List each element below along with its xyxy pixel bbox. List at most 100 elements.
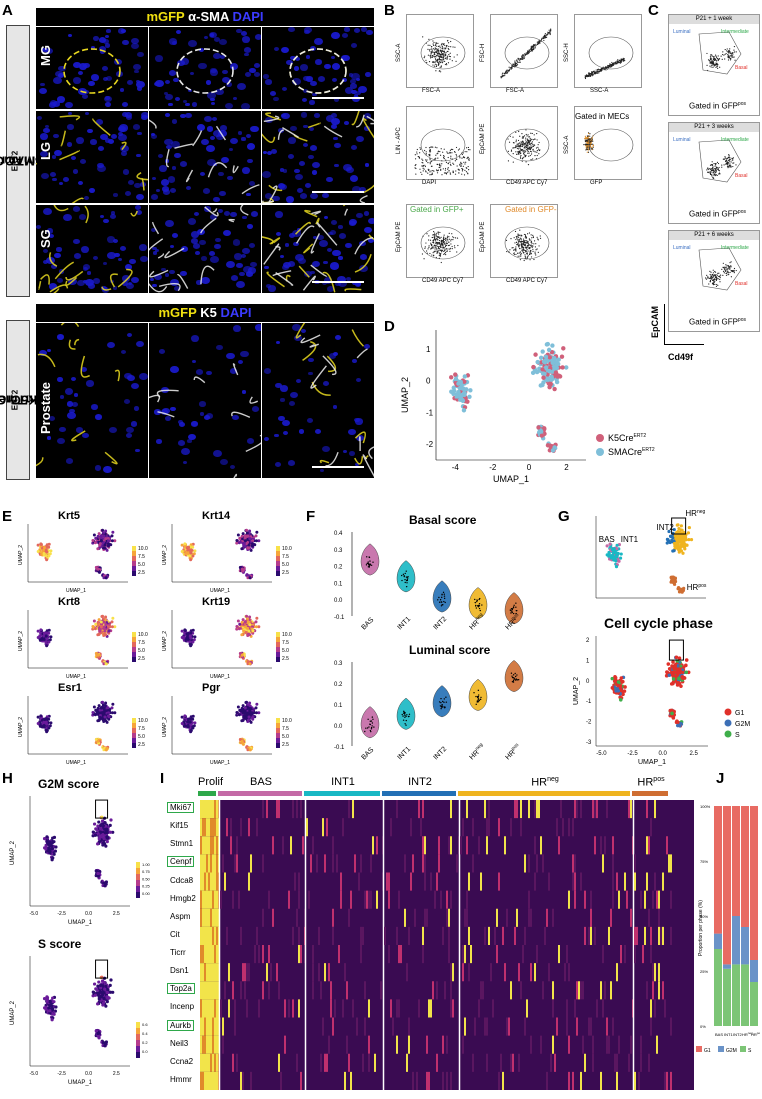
facs-dot — [451, 60, 453, 62]
facs-dot — [439, 164, 441, 167]
facs-dot — [440, 60, 442, 62]
nucleus-dot — [273, 96, 280, 102]
colorbar-label: 2.5 — [138, 656, 145, 662]
nucleus-dot — [54, 252, 62, 258]
facs-dot — [414, 167, 416, 169]
facs-dot — [435, 70, 437, 72]
nucleus-dot — [81, 94, 89, 100]
facs-dot — [455, 146, 458, 149]
facs-x-label: GFP — [590, 180, 603, 186]
facs-dot — [443, 43, 445, 45]
facs-dot — [524, 235, 527, 237]
facs-dot — [434, 49, 436, 51]
facs-dot — [439, 150, 441, 153]
umap-point — [539, 429, 544, 434]
facs-dot — [592, 146, 594, 148]
facs-dot — [517, 235, 519, 238]
row-label-lg: LG — [38, 141, 53, 160]
facs-dot — [435, 169, 438, 171]
nucleus-dot — [121, 275, 131, 283]
facs-dot — [713, 163, 715, 165]
feature-point — [104, 748, 108, 752]
nucleus-dot — [209, 213, 218, 220]
marker-signal — [204, 206, 219, 217]
facs-dot — [545, 36, 548, 38]
facs-dot — [447, 239, 449, 241]
facs-dot — [527, 142, 529, 144]
gfp-signal — [351, 111, 360, 126]
facs-dot — [430, 170, 432, 172]
nucleus-dot — [330, 220, 337, 226]
nucleus-dot — [309, 45, 316, 51]
facs-dot — [713, 57, 715, 60]
facs-dot — [429, 159, 431, 161]
facs-dot — [448, 170, 450, 172]
umap-point — [548, 444, 554, 450]
marker-signal — [207, 162, 228, 178]
nucleus-dot — [135, 80, 145, 88]
nucleus-dot — [224, 211, 231, 216]
feature-point — [96, 567, 100, 571]
nucleus-dot — [279, 385, 288, 392]
feature-point — [102, 712, 106, 716]
facs-dot — [523, 153, 525, 155]
feature-point — [91, 625, 95, 629]
facs-dot — [434, 248, 436, 250]
colorbar-segment — [276, 642, 280, 647]
facs-dot — [712, 167, 714, 169]
nucleus-dot — [187, 439, 192, 443]
gfp-signal — [65, 276, 78, 286]
gate — [504, 36, 550, 70]
colorbar-segment — [132, 733, 136, 738]
facs-dot — [719, 66, 721, 68]
facs-dot — [620, 60, 622, 62]
facs-dot — [436, 245, 438, 247]
y-axis-label: UMAP_2 — [18, 631, 24, 651]
facs-dot — [533, 243, 535, 245]
facs-dot — [607, 66, 609, 68]
nucleus-dot — [251, 406, 260, 413]
facs-dot — [449, 58, 451, 60]
facs-dot — [722, 158, 724, 160]
facs-dot — [584, 135, 586, 137]
facs-dot — [522, 142, 524, 144]
facs-dot — [724, 48, 726, 51]
feature-point — [186, 545, 190, 549]
nucleus-dot — [174, 285, 181, 291]
facs-dot — [436, 147, 438, 149]
facs-dot — [440, 51, 443, 53]
facs-dot — [445, 244, 447, 246]
facs-dot — [517, 139, 520, 142]
facs-dot — [433, 238, 435, 241]
facs-dot — [531, 46, 534, 48]
feature-point — [93, 627, 97, 631]
facs-dot — [453, 150, 456, 153]
colorbar-segment — [132, 632, 136, 637]
facs-dot — [530, 151, 533, 153]
facs-dot — [733, 162, 735, 164]
facs-dot — [735, 269, 737, 272]
umap-point — [535, 359, 540, 365]
facs-dot — [429, 153, 431, 156]
facs-dot — [532, 234, 534, 236]
facs-dot — [520, 255, 522, 257]
facs-dot — [726, 165, 729, 167]
nucleus-dot — [117, 257, 123, 261]
facs-dot — [519, 229, 521, 231]
facs-dot — [527, 149, 529, 151]
umap-point — [538, 383, 543, 388]
feature-point — [247, 543, 251, 547]
facs-dot — [447, 156, 449, 159]
facs-dot — [589, 133, 591, 135]
facs-dot — [519, 238, 521, 240]
nucleus-dot — [198, 62, 207, 70]
panel-letter-b: B — [384, 2, 395, 19]
nucleus-dot — [293, 241, 299, 246]
marker-signal — [311, 210, 322, 216]
feature-point — [111, 616, 115, 620]
facs-dot — [428, 245, 430, 247]
feature-point — [248, 576, 252, 580]
facs-dot — [442, 237, 445, 240]
facs-dot — [532, 245, 534, 247]
facs-dot — [527, 144, 529, 146]
